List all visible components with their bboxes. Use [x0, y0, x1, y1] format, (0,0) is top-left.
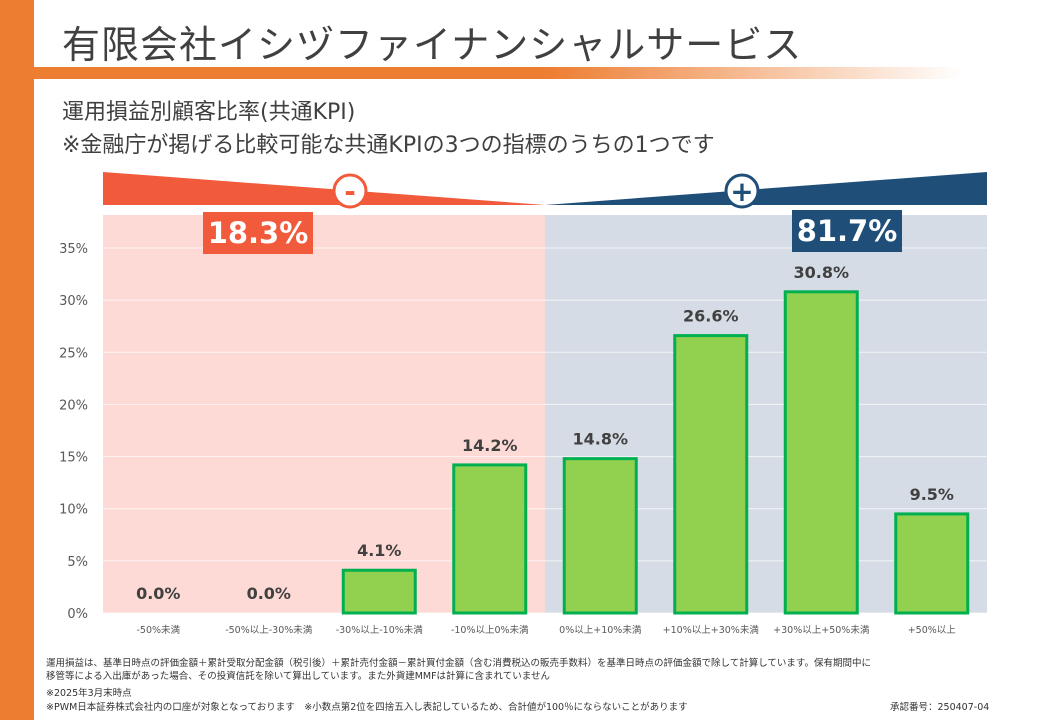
page-title: 有限会社イシヅファイナンシャルサービス: [62, 23, 803, 67]
bar: [562, 457, 638, 615]
data-labels: 0.0% 0.0% 4.1% 14.2% 14.8% 26.6% 30.8% 9.5%: [136, 263, 954, 603]
bar: [341, 568, 417, 615]
x-tick-label: +10%以上+30%未満: [663, 624, 760, 636]
negative-ribbon: [103, 172, 545, 205]
y-tick-label: 5%: [67, 555, 88, 570]
data-label: 0.0%: [247, 584, 291, 603]
kpi-note: ※金融庁が掲げる比較可能な共通KPIの3つの指標のうちの1つです: [62, 133, 715, 158]
data-label: 30.8%: [793, 263, 849, 282]
y-tick-label: 10%: [59, 503, 88, 518]
bars: [341, 290, 970, 615]
title-underline: [34, 67, 964, 79]
x-tick-label: -50%未満: [136, 624, 180, 636]
data-label: 4.1%: [357, 541, 401, 560]
chart-subtitle: 運用損益別顧客比率(共通KPI): [62, 100, 356, 125]
footnote-definition-1: 運用損益は、基準日時点の評価金額＋累計受取分配金額（税引後）＋累計売付金額－累計…: [46, 658, 871, 669]
data-label: 14.2%: [462, 436, 518, 455]
bar: [783, 290, 859, 615]
plus-icon: +: [724, 173, 760, 209]
left-accent-bar: [0, 0, 34, 720]
footnote-date: ※2025年3月末時点: [46, 688, 132, 699]
negative-total-badge: 18.3%: [203, 212, 313, 254]
data-label: 14.8%: [572, 430, 628, 449]
data-label: 9.5%: [910, 485, 954, 504]
bar: [452, 463, 528, 615]
footnote-definition-2: 移管等による入出庫があった場合、その投資信託を除いて算出しています。また外貨建M…: [46, 671, 550, 682]
y-tick-label: 30%: [59, 294, 88, 309]
y-tick-label: 0%: [67, 607, 88, 622]
data-label: 26.6%: [683, 307, 739, 326]
x-tick-label: 0%以上+10%未満: [559, 624, 642, 636]
x-axis-ticks: -50%未満 -50%以上-30%未満 -30%以上-10%未満 -10%以上0%未満…: [136, 624, 956, 636]
data-label: 0.0%: [136, 584, 180, 603]
approval-number: 承認番号：250407-04: [890, 702, 990, 713]
x-tick-label: +30%以上+50%未満: [773, 624, 870, 636]
y-axis-ticks: 0% 5% 10% 15% 20% 25% 30% 35%: [59, 242, 88, 622]
y-tick-label: 35%: [59, 242, 88, 257]
minus-symbol: -: [344, 175, 356, 208]
y-tick-label: 25%: [59, 346, 88, 361]
plus-symbol: +: [730, 175, 753, 208]
bar: [894, 512, 970, 615]
y-tick-label: 15%: [59, 451, 88, 466]
footnote-scope: ※PWM日本証券株式会社内の口座が対象となっております ※小数点第2位を四捨五入…: [46, 702, 688, 713]
y-tick-label: 20%: [59, 398, 88, 413]
bar: [673, 334, 749, 615]
x-tick-label: -10%以上0%未満: [451, 624, 529, 636]
x-tick-label: -50%以上-30%未満: [225, 624, 313, 636]
positive-ribbon: [545, 172, 987, 205]
x-tick-label: -30%以上-10%未満: [336, 624, 424, 636]
positive-total-badge: 81.7%: [792, 210, 902, 252]
x-tick-label: +50%以上: [908, 625, 957, 636]
minus-icon: -: [332, 173, 368, 209]
